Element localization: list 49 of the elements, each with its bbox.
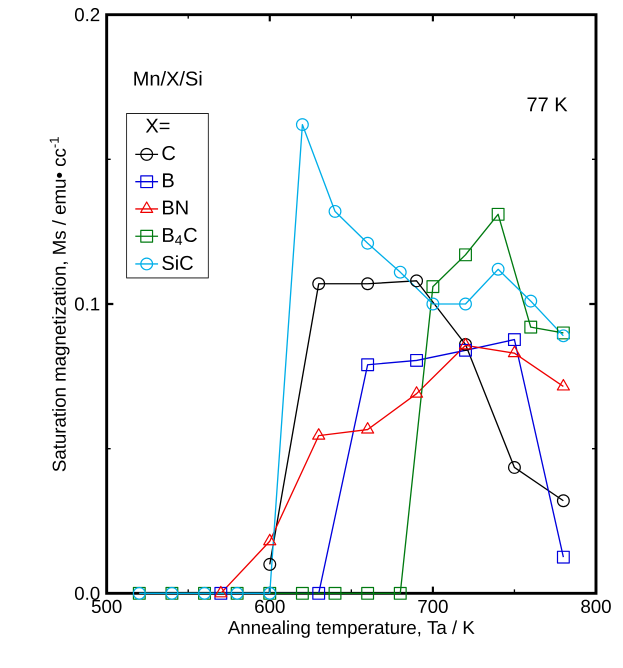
annotation: Mn/X/Si	[134, 70, 202, 86]
point	[410, 354, 424, 367]
point	[296, 586, 310, 600]
point	[492, 208, 505, 221]
y-tick-label: 0.0	[75, 586, 100, 600]
point	[328, 586, 342, 600]
legend-label: BN	[163, 200, 188, 214]
point	[508, 333, 522, 346]
legend-label: B	[163, 173, 174, 188]
point	[361, 236, 374, 250]
point	[296, 118, 310, 132]
point	[361, 422, 374, 434]
point	[459, 248, 472, 262]
x-tick-label: 700	[418, 600, 448, 614]
y-axis-title: Saturation magnetization, Ms / emu• cc$^{-1}$	[50, 137, 70, 472]
point	[508, 461, 522, 474]
point	[328, 204, 342, 218]
point	[524, 320, 538, 334]
point	[361, 586, 374, 600]
point	[557, 326, 570, 340]
x-tick-label: 800	[581, 600, 612, 614]
x-tick-label: 500	[92, 600, 122, 614]
legend-label: C	[162, 146, 176, 160]
point	[426, 280, 440, 294]
point	[410, 274, 424, 288]
point	[361, 277, 374, 290]
legend-title: X=	[146, 118, 170, 133]
point	[312, 277, 326, 290]
y-tick-label: 0.1	[75, 297, 100, 311]
legend-label: SiC	[162, 255, 194, 270]
point	[214, 586, 228, 600]
point	[459, 298, 472, 310]
annotation: 77 K	[528, 97, 568, 112]
point	[492, 262, 505, 276]
point	[524, 294, 538, 308]
point	[557, 329, 570, 342]
point	[557, 550, 570, 564]
point	[263, 558, 276, 571]
point	[459, 344, 472, 357]
point	[394, 586, 407, 600]
point	[557, 494, 570, 508]
point	[426, 298, 440, 310]
x-tick-label: 600	[255, 600, 285, 614]
point	[394, 266, 407, 279]
x-axis-title: Annealing temperature, Ta / K	[228, 620, 475, 638]
point	[361, 358, 374, 372]
point	[312, 586, 326, 600]
legend-label: B$_{4}$C	[163, 228, 198, 245]
y-tick-label: 0.2	[75, 8, 100, 22]
